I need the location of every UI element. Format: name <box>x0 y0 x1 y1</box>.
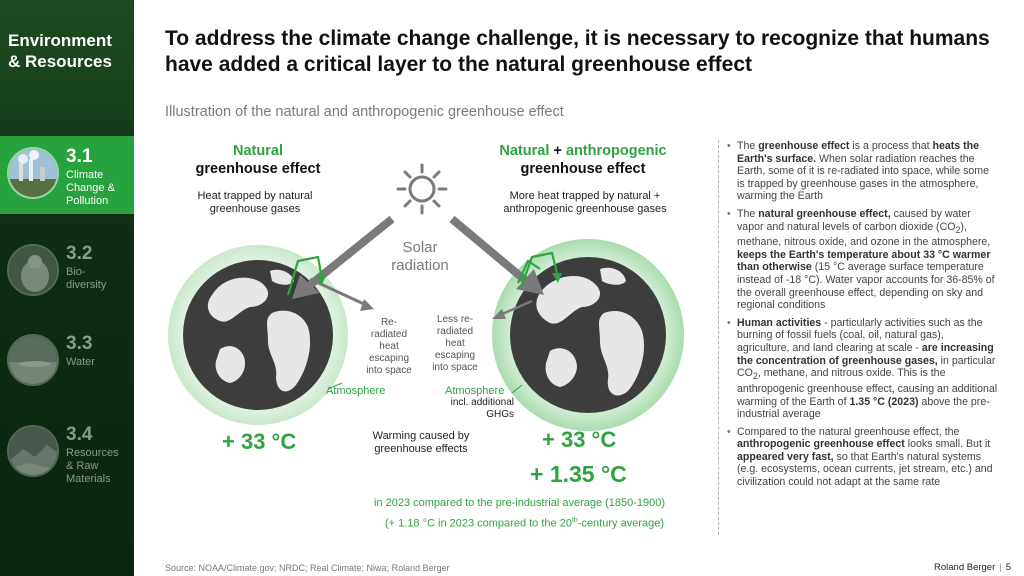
source-note: Source: NOAA/Climate.gov; NRDC; Real Cli… <box>165 563 450 573</box>
bullet-greenhouse-effect: The greenhouse effect is a process that … <box>727 140 998 203</box>
sidebar-item-number: 3.1 <box>66 146 93 167</box>
anthropogenic-warming-value: + 1.35 °C <box>530 461 627 487</box>
sidebar-item-label: Water <box>66 356 95 368</box>
footer-divider: | <box>999 562 1002 573</box>
left-reradiated-label: Re- radiated heat escaping into space <box>366 317 412 376</box>
right-description: More heat trapped by natural + anthropog… <box>503 190 667 215</box>
sidebar-item-label: Resources & Raw Materials <box>66 447 119 485</box>
left-heading-effect: greenhouse effect <box>195 161 321 177</box>
bullet-natural-effect: The natural greenhouse effect, caused by… <box>727 208 998 312</box>
page-title: To address the climate change challenge,… <box>165 27 990 76</box>
atmosphere-pointer-right <box>511 384 523 394</box>
sidebar-header: Environment & Resources <box>0 0 134 120</box>
sidebar-item-water[interactable]: 3.3 Water <box>0 323 134 401</box>
footer-brand: Roland Berger | 5 <box>934 562 1011 573</box>
resources-thumbnail-icon <box>7 425 59 477</box>
solar-arrow-left <box>292 215 395 299</box>
section-title: Environment & Resources <box>8 31 112 71</box>
sidebar-item-resources[interactable]: 3.4 Resources & Raw Materials <box>0 414 134 492</box>
right-atmosphere-sublabel: incl. additional GHGs <box>450 397 514 420</box>
biodiversity-thumbnail-icon <box>7 244 59 296</box>
atmosphere-pointer-left <box>327 382 343 390</box>
water-thumbnail-icon <box>7 334 59 386</box>
warming-note-preindustrial: in 2023 compared to the pre-industrial a… <box>374 497 666 509</box>
left-warming-value: + 33 °C <box>222 429 297 454</box>
climate-thumbnail-icon <box>7 147 59 199</box>
right-trapped-heat-path <box>516 251 562 286</box>
left-trapped-heat-path <box>286 255 326 296</box>
sidebar-item-biodiversity[interactable]: 3.2 Bio- diversity <box>0 233 134 311</box>
sidebar-item-number: 3.4 <box>66 424 93 445</box>
solar-arrow-right <box>449 215 544 295</box>
left-heading-natural: Natural <box>233 143 283 159</box>
bullet-human-activities: Human activities - particularly activiti… <box>727 317 998 421</box>
sidebar-item-label: Bio- diversity <box>66 266 107 291</box>
sidebar-item-label: Climate Change & Pollution <box>66 169 115 207</box>
right-heading-combined: Natural + anthropogenic <box>499 143 667 159</box>
reradiated-arrow-left <box>309 277 374 311</box>
bullet-comparison: Compared to the natural greenhouse effec… <box>727 426 998 489</box>
sidebar-item-climate-change[interactable]: 3.1 Climate Change & Pollution <box>0 136 134 214</box>
sun-icon <box>396 163 448 215</box>
page-subtitle: Illustration of the natural and anthropo… <box>165 104 564 120</box>
right-warming-value: + 33 °C <box>542 427 617 452</box>
right-atmosphere-label: Atmosphere <box>445 385 505 397</box>
warming-caption: Warming caused by greenhouse effects <box>372 430 470 455</box>
greenhouse-diagram-graphic <box>168 163 684 431</box>
right-reradiated-label: Less re- radiated heat escaping into spa… <box>432 314 478 373</box>
solar-radiation-label: Solar radiation <box>391 239 449 274</box>
sidebar-item-number: 3.2 <box>66 243 93 264</box>
greenhouse-illustration: Natural greenhouse effect Heat trapped b… <box>160 135 720 550</box>
left-description: Heat trapped by natural greenhouse gases <box>197 190 313 215</box>
page-number: 5 <box>1005 562 1012 573</box>
warming-note-20th-century: (+ 1.18 °C in 2023 compared to the 20th-… <box>385 517 664 530</box>
right-heading-effect: greenhouse effect <box>520 161 646 177</box>
explanation-column: The greenhouse effect is a process that … <box>718 140 998 535</box>
sidebar-item-number: 3.3 <box>66 333 93 354</box>
brand-name: Roland Berger <box>934 562 996 573</box>
left-atmosphere-label: Atmosphere <box>326 385 386 397</box>
reradiated-arrow-right <box>492 299 533 319</box>
sidebar: Environment & Resources 3.1 Climate Chan… <box>0 0 134 576</box>
right-globe <box>492 239 684 431</box>
